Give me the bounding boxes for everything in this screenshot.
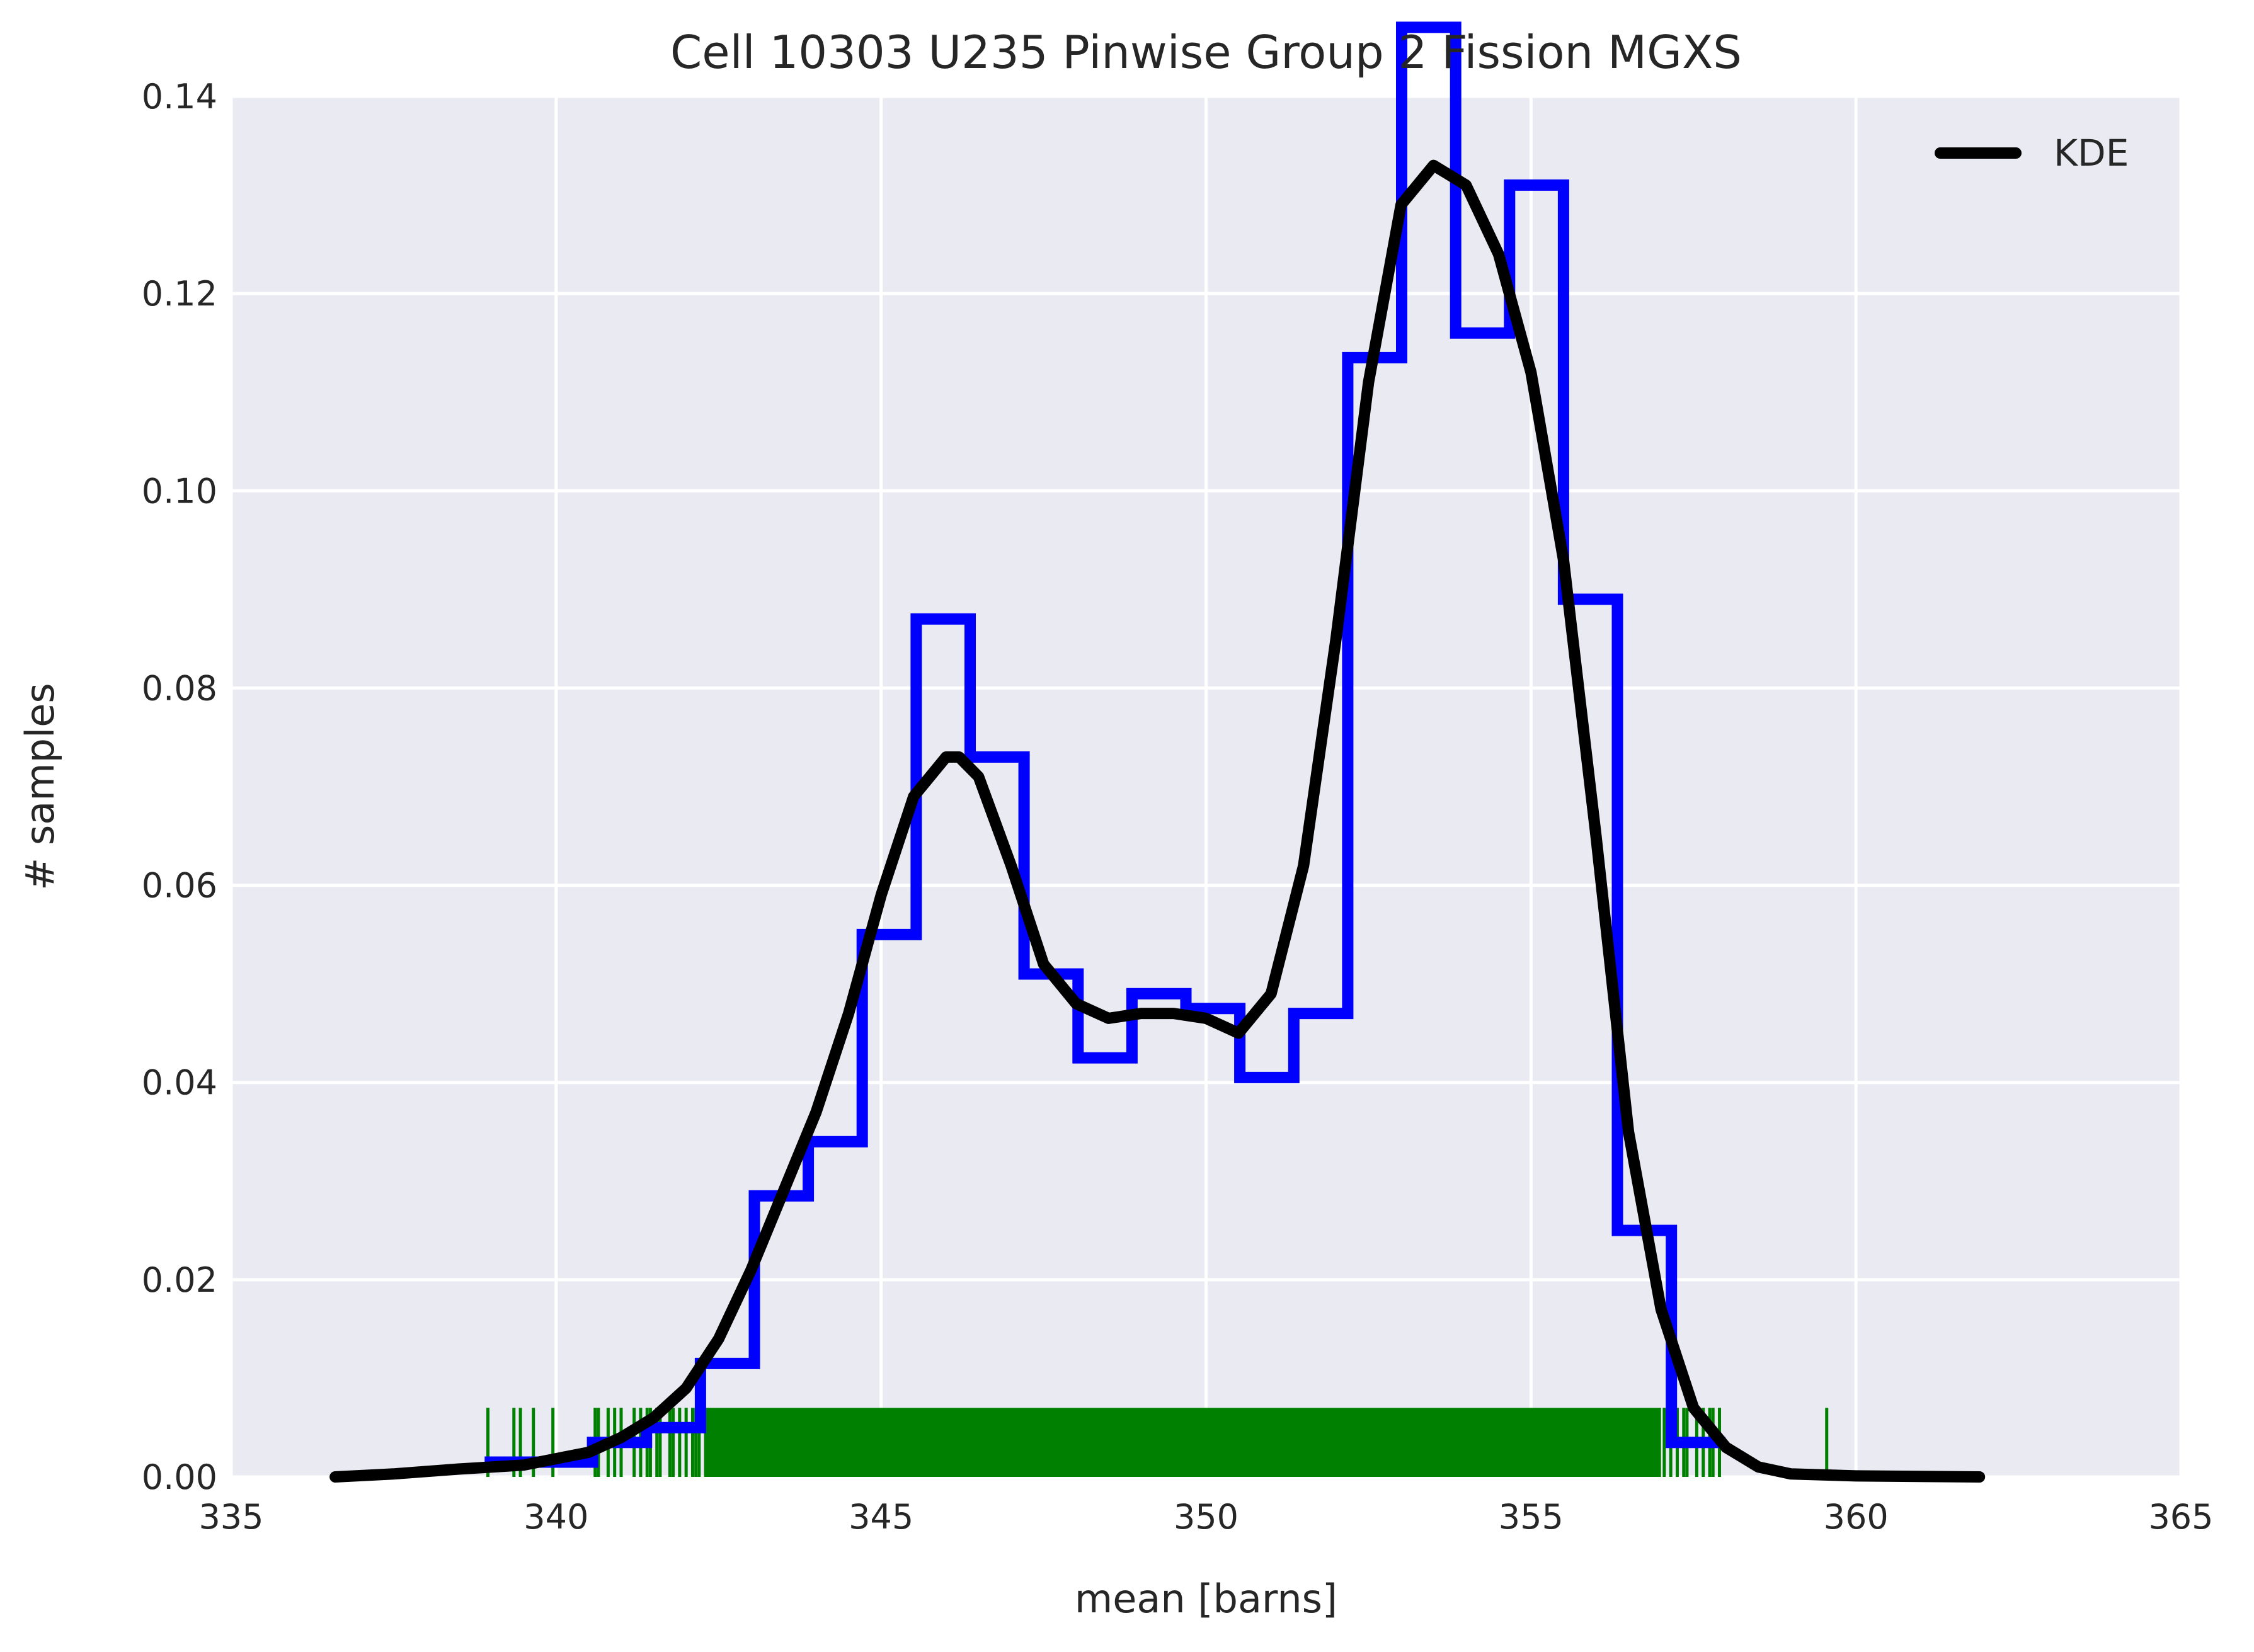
- x-tick-label: 365: [2148, 1497, 2213, 1537]
- y-tick-label: 0.00: [142, 1457, 217, 1497]
- x-tick-label: 335: [198, 1497, 263, 1537]
- legend-kde-label: KDE: [2054, 132, 2129, 174]
- x-tick-label: 350: [1174, 1497, 1239, 1537]
- x-tick-label: 345: [849, 1497, 913, 1537]
- y-axis-ticks: 0.00 0.02 0.04 0.06 0.08 0.10 0.12 0.14: [142, 77, 217, 1497]
- y-axis-label: # samples: [17, 683, 63, 890]
- x-tick-label: 355: [1499, 1497, 1564, 1537]
- rug-dense-band: [706, 1408, 1661, 1477]
- y-tick-label: 0.14: [142, 77, 217, 117]
- y-tick-label: 0.04: [142, 1063, 217, 1103]
- y-tick-label: 0.02: [142, 1260, 217, 1300]
- x-axis-ticks: 335 340 345 350 355 360 365: [198, 1497, 2213, 1537]
- histogram-step-line: [484, 21, 1725, 1468]
- rug-plot: [486, 1408, 1829, 1477]
- x-tick-label: 360: [1824, 1497, 1889, 1537]
- legend: KDE: [1935, 132, 2129, 174]
- y-tick-label: 0.08: [142, 668, 217, 708]
- chart-title: Cell 10303 U235 Pinwise Group 2 Fission …: [670, 26, 1742, 79]
- kde-line: [329, 159, 1986, 1483]
- y-tick-label: 0.12: [142, 274, 217, 314]
- y-tick-label: 0.10: [142, 471, 217, 511]
- grid-lines: [229, 94, 2183, 1479]
- x-tick-label: 340: [523, 1497, 588, 1537]
- x-axis-label: mean [barns]: [1075, 1576, 1337, 1622]
- y-tick-label: 0.06: [142, 866, 217, 906]
